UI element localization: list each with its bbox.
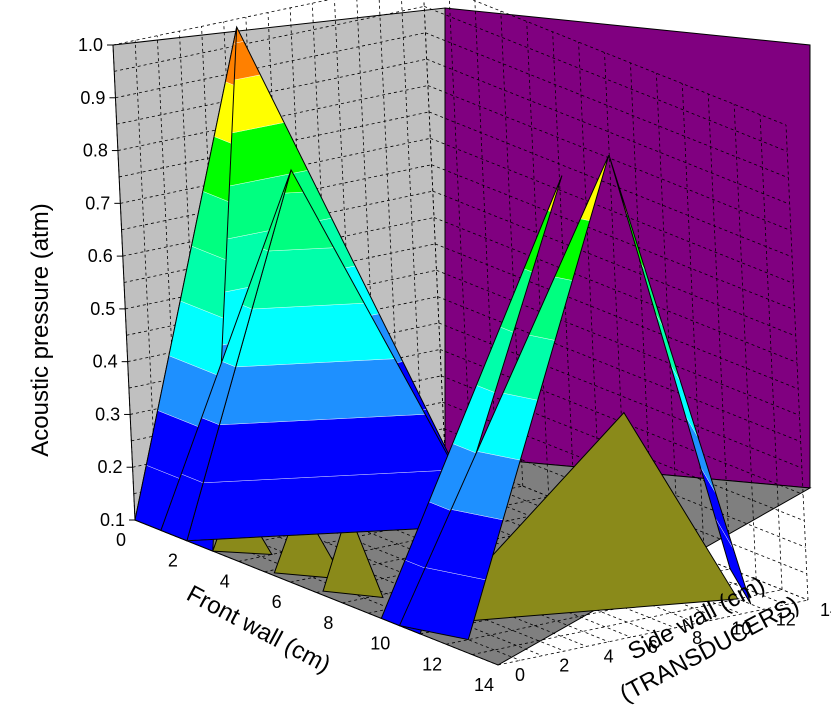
right-wall-grid-line [526, 21, 550, 497]
z-tick-label: 0.5 [90, 299, 115, 319]
right-wall-grid-line [425, 32, 789, 179]
floor-grid-line [201, 505, 565, 652]
y-tick-label: 10 [731, 619, 751, 639]
left-wall-grid-line [112, 0, 330, 46]
right-wall-grid-line [733, 104, 757, 580]
x-tick-label: 14 [474, 675, 494, 695]
z-tick-label: 0.9 [80, 88, 105, 108]
right-wall-grid-line [471, 0, 787, 126]
right-wall-grid-line [428, 111, 793, 258]
right-wall-grid-line [436, 269, 800, 416]
y-tick-label: 4 [604, 646, 614, 666]
floor-grid-line [446, 578, 757, 645]
right-wall-grid-line [424, 6, 788, 152]
right-wall-grid-line [433, 217, 798, 363]
y-tick-label: 12 [776, 609, 796, 629]
left-wall-grid-line [115, 32, 426, 99]
underside-shard [428, 411, 739, 625]
left-wall-grid-line [114, 5, 425, 72]
right-wall-grid-line [444, 454, 809, 601]
x-tick-label: 12 [422, 654, 442, 674]
right-wall-grid-line [431, 164, 795, 311]
right-peak-face-side-outline [608, 154, 752, 605]
z-tick-label: 0.8 [83, 141, 108, 161]
right-wall-grid-line [655, 73, 679, 549]
z-tick-label: 0.3 [95, 404, 120, 424]
x-axis-title: Front wall (cm) [182, 580, 335, 678]
right-peak-face-front-b-outline [398, 154, 610, 641]
z-axis-title: Acoustic pressure (atm) [27, 203, 54, 456]
left-peak-face-right [219, 358, 426, 426]
z-tick-label: 0.1 [100, 510, 125, 530]
axes: 0.1 0.2 0.3 0.4 0.5 0.6 0.7 0.8 0.9 1.0 0 2 4 6 8 10 12 1… [78, 35, 831, 695]
x-tick-label: 4 [220, 571, 230, 591]
right-wall-grid-line [448, 0, 472, 466]
floor-grid-line [223, 501, 587, 647]
x-tick-label: 0 [116, 530, 126, 550]
right-wall-grid-line [426, 58, 790, 205]
left-wall-grid-line [116, 58, 427, 125]
x-tick-label: 6 [272, 592, 282, 612]
left-peak-face-small-outline [160, 169, 292, 542]
right-wall-grid-line [430, 137, 794, 284]
floor-grid-line [134, 519, 499, 666]
right-wall-grid-line [442, 401, 806, 548]
y-tick-label: 0 [515, 665, 525, 685]
floor-grid-line [179, 510, 543, 657]
right-wall-grid-line [439, 349, 804, 495]
right-wall-grid-line [432, 190, 796, 337]
right-wall-grid-line [578, 42, 601, 518]
underside-shard [273, 501, 345, 580]
y-tick-label: 6 [648, 637, 658, 657]
right-wall-grid-line [441, 375, 805, 522]
right-wall-grid-line [438, 322, 803, 469]
floor-grid-line [497, 599, 809, 666]
z-tick-label: 0.4 [93, 352, 118, 372]
z-tick-label: 1.0 [78, 35, 103, 55]
y-tick-label: 14 [820, 600, 831, 620]
z-tick-label: 0.2 [98, 457, 123, 477]
floor-grid-line [245, 496, 609, 643]
right-wall-grid-line [435, 243, 799, 390]
y-tick-label: 2 [559, 656, 569, 676]
right-wall-grid-line [681, 83, 705, 559]
z-tick-label: 0.7 [85, 193, 110, 213]
z-tick-label: 0.6 [88, 246, 113, 266]
surface [134, 25, 752, 641]
underside-shard [322, 508, 384, 599]
right-wall-grid-line [443, 428, 807, 574]
floor-grid-line [471, 589, 783, 656]
right-wall-grid-line [427, 85, 792, 231]
right-wall-grid-line [437, 296, 801, 443]
x-tick-label: 8 [323, 613, 333, 633]
x-tick-label: 2 [168, 551, 178, 571]
y-tick-label: 8 [692, 628, 702, 648]
x-tick-label: 10 [370, 634, 390, 654]
